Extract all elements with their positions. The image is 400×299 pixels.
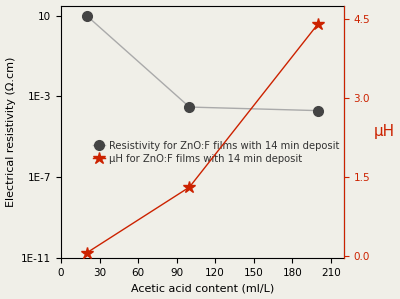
Legend: Resistivity for ZnO:F films with 14 min deposit, μH for ZnO:F films with 14 min : Resistivity for ZnO:F films with 14 min … (88, 137, 343, 167)
Y-axis label: μH: μH (373, 124, 394, 139)
X-axis label: Acetic acid content (ml/L): Acetic acid content (ml/L) (131, 283, 274, 293)
Y-axis label: Electrical resistivity (Ω.cm): Electrical resistivity (Ω.cm) (6, 57, 16, 207)
